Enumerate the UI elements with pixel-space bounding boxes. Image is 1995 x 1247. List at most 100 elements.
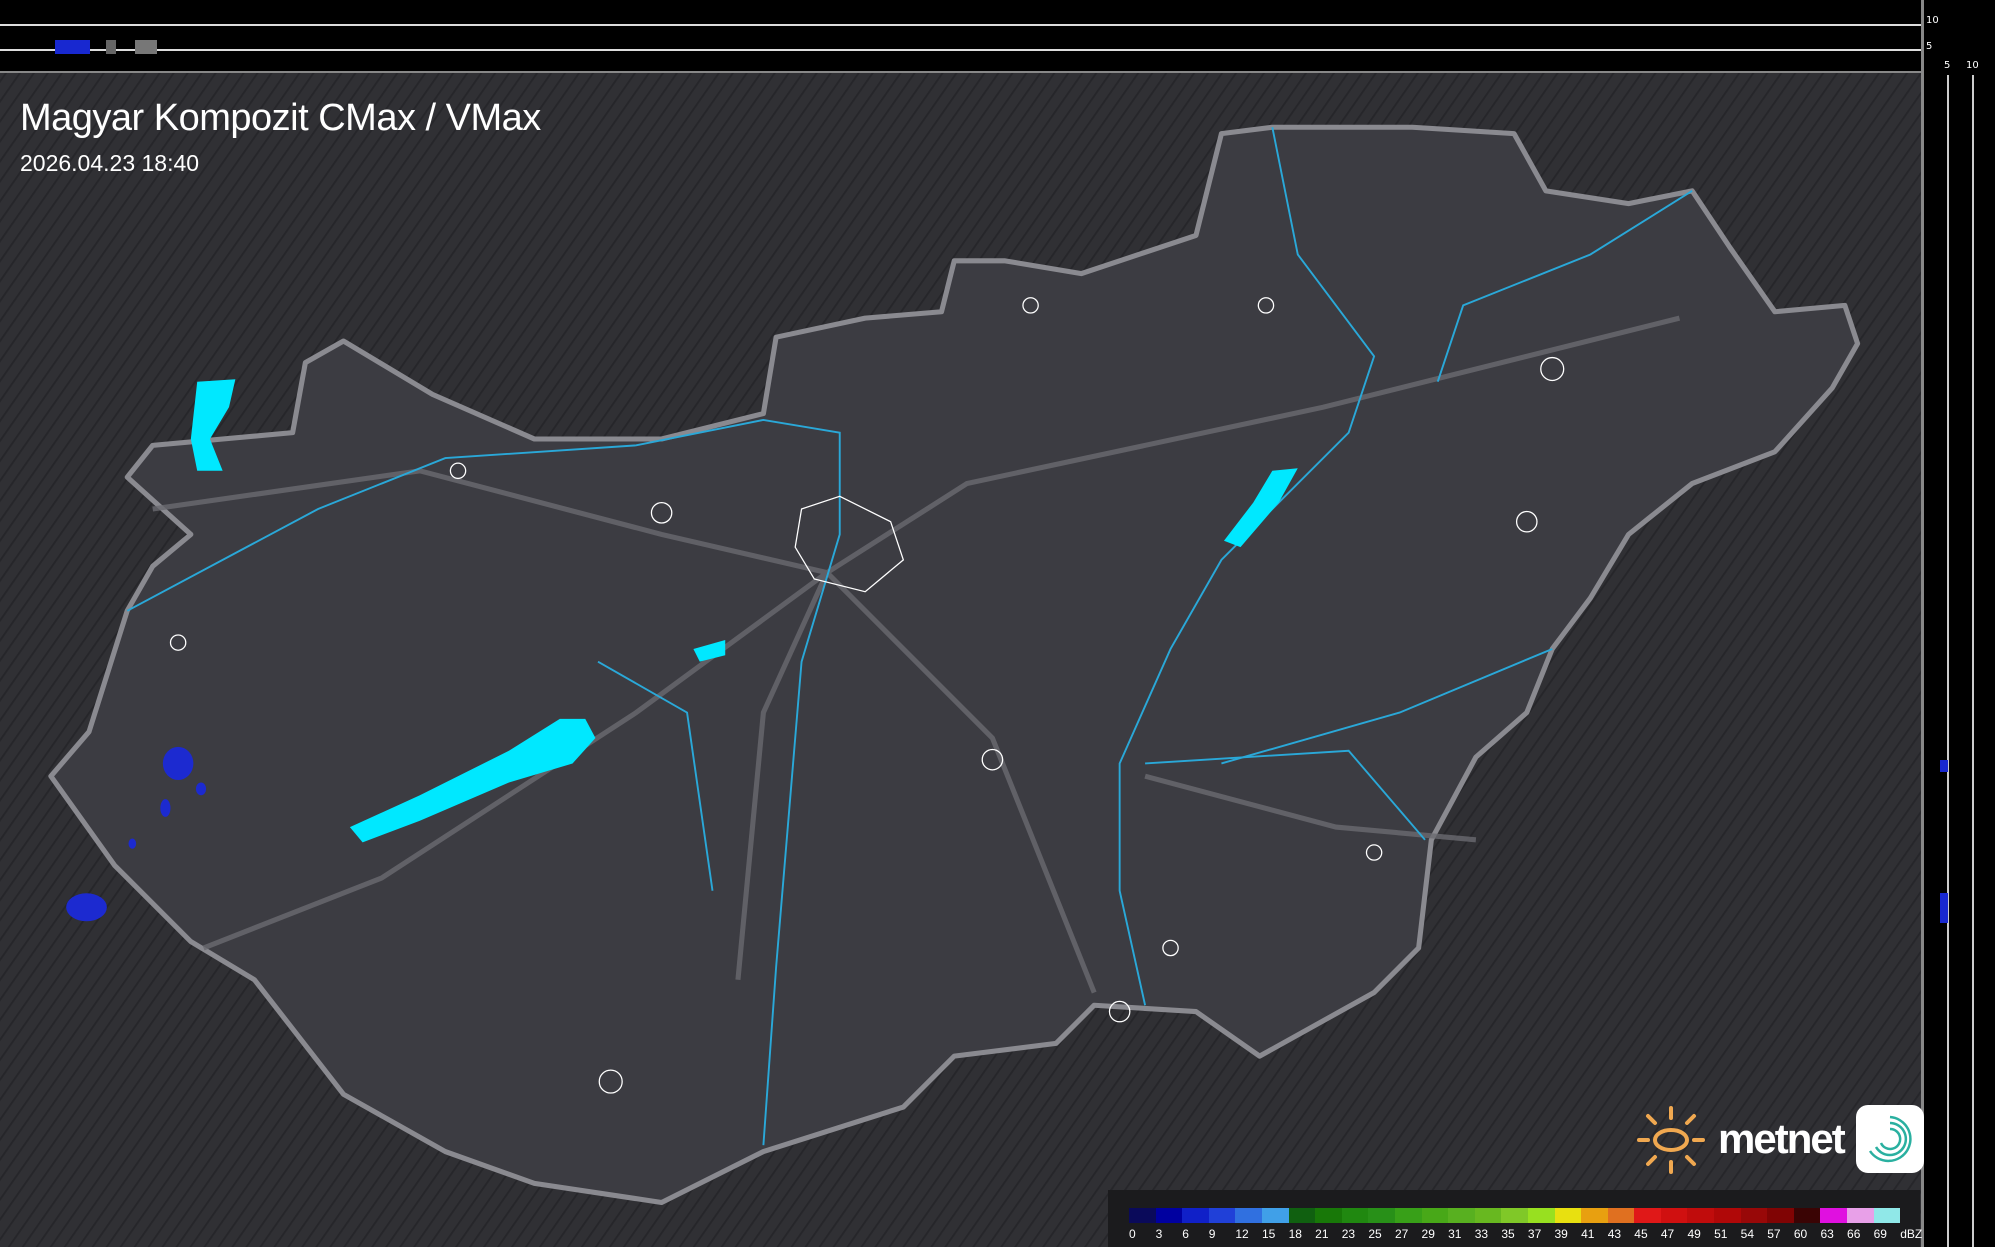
top-profile-strip	[0, 0, 1921, 73]
legend-label: 23	[1341, 1227, 1356, 1241]
legend-swatch	[1793, 1208, 1821, 1223]
legend-swatch	[1315, 1208, 1342, 1223]
legend-label: 27	[1394, 1227, 1409, 1241]
legend-swatch	[1261, 1208, 1289, 1223]
legend-swatch	[1873, 1208, 1901, 1223]
echo-cell	[66, 893, 107, 922]
legend-swatch	[1714, 1208, 1741, 1223]
legend-swatch	[1820, 1208, 1848, 1223]
roads	[152, 315, 1681, 994]
rivers	[126, 127, 1693, 1146]
echo-cell	[162, 746, 194, 781]
profile-echo	[1940, 760, 1948, 772]
legend-swatch	[1527, 1208, 1555, 1223]
side-profile-strip: 10 5 5 10	[1921, 0, 1995, 1247]
legend-label: 54	[1740, 1227, 1755, 1241]
city-outlines	[169, 297, 1565, 1094]
legend-label: 15	[1261, 1227, 1276, 1241]
legend-label: 12	[1235, 1227, 1249, 1241]
legend-label: 0	[1129, 1227, 1136, 1241]
legend-label: 41	[1581, 1227, 1595, 1241]
axis-label: 10	[1966, 60, 1979, 71]
legend-swatch	[1474, 1208, 1502, 1223]
profile-echo	[106, 40, 116, 54]
legend-swatch	[1740, 1208, 1768, 1223]
legend-swatch	[1155, 1208, 1183, 1223]
axis-label: 10	[1926, 15, 1939, 26]
legend-label: 6	[1182, 1227, 1189, 1241]
legend-swatch	[1129, 1208, 1156, 1223]
axis-label: 5	[1944, 60, 1951, 71]
profile-echo	[1940, 893, 1948, 923]
lake-neusiedl	[190, 379, 236, 471]
legend-label: 37	[1527, 1227, 1542, 1241]
logo-text: metnet	[1718, 1115, 1846, 1162]
legend-swatch	[1421, 1208, 1449, 1223]
legend-swatch	[1235, 1208, 1262, 1223]
legend-swatch	[1687, 1208, 1715, 1223]
legend-label: 57	[1767, 1227, 1781, 1241]
legend-label: 60	[1793, 1227, 1808, 1241]
legend-label: 35	[1501, 1227, 1515, 1241]
profile-echo	[135, 40, 157, 54]
gridline-5	[0, 49, 1921, 51]
legend-swatch	[1341, 1208, 1369, 1223]
lake-velence	[693, 640, 726, 662]
map-title: Magyar Kompozit CMax / VMax	[20, 97, 541, 139]
map-canvas	[0, 73, 1921, 1247]
legend-labels: 0 3 6 9 12 15 18 21 23 25 27 29 31 33 35 37 39 41 43 45 47 49…	[1129, 1227, 1927, 1241]
legend-swatch	[1368, 1208, 1395, 1223]
legend-label: 33	[1474, 1227, 1489, 1241]
metnet-logo: metnet	[1636, 1104, 1924, 1174]
profile-echo	[55, 40, 90, 54]
echo-cell	[128, 838, 137, 849]
legend-label: 51	[1714, 1227, 1728, 1241]
map-timestamp: 2026.04.23 18:40	[20, 150, 200, 176]
legend-label: 9	[1208, 1227, 1216, 1241]
legend-swatch	[1554, 1208, 1582, 1223]
legend-swatch	[1847, 1208, 1874, 1223]
radar-map[interactable]	[0, 73, 1921, 1247]
lake-balaton	[349, 718, 596, 843]
lake-tisza	[1223, 468, 1298, 548]
lakes	[190, 379, 1298, 843]
legend-label: 69	[1873, 1227, 1887, 1241]
legend-swatch	[1660, 1208, 1688, 1223]
legend-swatch	[1607, 1208, 1635, 1223]
legend-color-bar	[1129, 1208, 1901, 1223]
legend-label: 47	[1660, 1227, 1675, 1241]
gridline-10	[1972, 75, 1974, 1247]
legend-swatch	[1182, 1208, 1209, 1223]
legend-label: 66	[1847, 1227, 1861, 1241]
echo-cell	[160, 799, 171, 817]
echo-cell	[195, 782, 207, 796]
dbz-color-legend: 0 3 6 9 12 15 18 21 23 25 27 29 31 33 35 37 39 41 43 45 47 49…	[1108, 1190, 1922, 1247]
legend-label: 63	[1820, 1227, 1834, 1241]
country-hungary	[48, 124, 1861, 1206]
legend-label: 43	[1607, 1227, 1622, 1241]
legend-label: 31	[1448, 1227, 1462, 1241]
legend-swatch	[1581, 1208, 1608, 1223]
legend-swatch	[1394, 1208, 1422, 1223]
legend-swatch	[1501, 1208, 1528, 1223]
legend-unit: dBZ	[1900, 1227, 1923, 1241]
legend-label: 39	[1554, 1227, 1568, 1241]
swirl-app-icon	[1855, 1105, 1924, 1173]
radar-echoes	[66, 746, 207, 922]
gridline-10	[0, 24, 1921, 26]
legend-swatch	[1448, 1208, 1475, 1223]
legend-label: 45	[1634, 1227, 1648, 1241]
gridline-5	[1947, 75, 1949, 1247]
legend-label: 29	[1421, 1227, 1435, 1241]
legend-label: 3	[1155, 1227, 1163, 1241]
legend-swatch	[1767, 1208, 1794, 1223]
sun-icon	[1637, 1106, 1705, 1174]
legend-label: 49	[1687, 1227, 1701, 1241]
legend-swatch	[1634, 1208, 1661, 1223]
legend-label: 21	[1315, 1227, 1329, 1241]
legend-swatch	[1288, 1208, 1316, 1223]
axis-label: 5	[1926, 41, 1933, 52]
legend-swatch	[1208, 1208, 1236, 1223]
legend-label: 25	[1368, 1227, 1382, 1241]
legend-label: 18	[1288, 1227, 1302, 1241]
